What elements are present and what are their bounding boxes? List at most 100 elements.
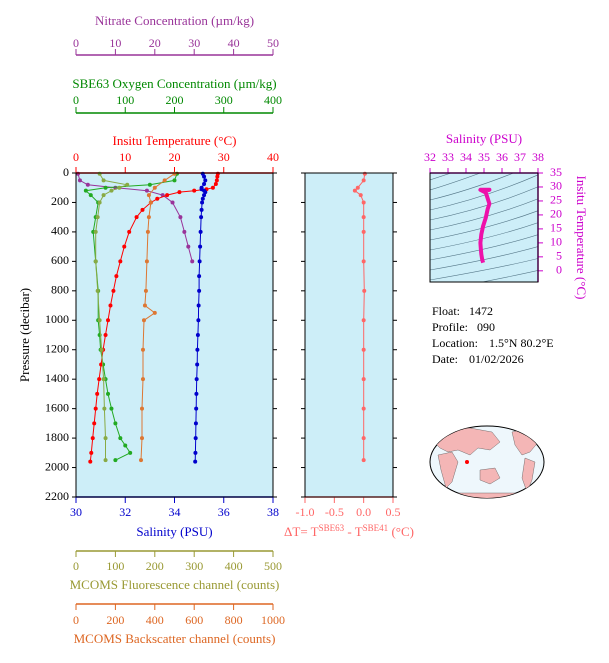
profile-point	[108, 303, 113, 308]
y-tick-label: 1400	[45, 371, 69, 385]
profile-point	[103, 458, 108, 463]
x-axis-title-part: SBE41	[363, 523, 389, 533]
y-tick-label: 800	[51, 283, 69, 297]
profile-point	[155, 196, 160, 201]
info-value: 1.5°N 80.2°E	[489, 336, 554, 350]
profile-point	[162, 178, 167, 183]
x-tick-label: 200	[106, 613, 124, 627]
x-tick-label: 10	[109, 36, 121, 50]
x-tick-label: 34	[169, 505, 181, 519]
profile-point	[200, 196, 205, 201]
profile-point	[193, 459, 198, 464]
x-tick-label: 30	[218, 150, 230, 164]
x-tick-label: 32	[119, 505, 131, 519]
plot-frame	[75, 172, 274, 498]
profile-point	[97, 171, 102, 176]
x-tick-label: 10	[119, 150, 131, 164]
profile-point	[122, 244, 127, 249]
profile-point	[361, 178, 366, 183]
chart-title: Salinity (PSU)	[446, 131, 522, 146]
profile-point	[88, 459, 93, 464]
info-value: 090	[477, 320, 495, 334]
x-axis-title: Insitu Temperature (°C)	[113, 133, 237, 148]
x-tick-label: 35	[478, 150, 490, 164]
plot-frame	[429, 172, 539, 283]
profile-point	[178, 215, 183, 220]
x-axis-title-part: SBE63	[319, 523, 345, 533]
profile-point	[210, 185, 215, 190]
profile-point	[118, 436, 123, 441]
profile-plot-background	[76, 173, 273, 497]
profile-point	[118, 259, 123, 264]
x-tick-label: 0	[73, 559, 79, 573]
profile-point	[93, 259, 98, 264]
x-tick-label: 400	[225, 559, 243, 573]
profile-point	[177, 190, 182, 195]
world-map	[429, 425, 545, 499]
profile-point	[90, 436, 95, 441]
profile-point	[193, 450, 198, 455]
profile-point	[194, 391, 199, 396]
profile-point	[93, 406, 98, 411]
profile-point	[172, 178, 177, 183]
profile-point	[194, 406, 199, 411]
y-axis-title: Insitu Temperature (°C)	[574, 176, 589, 300]
profile-point	[152, 185, 157, 190]
profile-point	[101, 178, 106, 183]
x-tick-label: 0.5	[386, 505, 401, 519]
x-tick-label: 37	[514, 150, 526, 164]
x-tick-label: 400	[264, 93, 282, 107]
x-tick-label: -0.5	[325, 505, 344, 519]
y-tick-label: 20	[550, 207, 562, 221]
profile-point	[148, 200, 153, 205]
profile-point	[139, 406, 144, 411]
profile-point	[93, 229, 98, 234]
y-tick-label: 10	[550, 235, 562, 249]
profile-point	[92, 421, 97, 426]
x-axis-title: SBE63 Oxygen Concentration (µm/kg)	[72, 76, 276, 91]
profile-point	[215, 174, 220, 179]
profile-point	[77, 178, 82, 183]
profile-point	[103, 436, 108, 441]
y-tick-label: 1200	[45, 341, 69, 355]
x-tick-label: 100	[116, 93, 134, 107]
y-tick-label: 0	[63, 165, 69, 179]
profile-point	[99, 347, 104, 352]
profile-point	[113, 458, 118, 463]
x-axis-title-part: ΔT= T	[284, 524, 319, 539]
profile-point	[139, 458, 144, 463]
profile-point	[146, 215, 151, 220]
delta-plot-background	[305, 173, 393, 497]
x-tick-label: -1.0	[296, 505, 315, 519]
x-tick-label: 800	[225, 613, 243, 627]
profile-point	[199, 215, 204, 220]
x-tick-label: 36	[496, 150, 508, 164]
x-tick-label: 200	[146, 559, 164, 573]
profile-point	[197, 259, 202, 264]
x-tick-label: 0	[73, 36, 79, 50]
y-tick-label: 600	[51, 253, 69, 267]
profile-point	[117, 185, 122, 190]
profile-point	[195, 347, 200, 352]
x-axis-title: MCOMS Fluorescence channel (counts)	[70, 577, 280, 592]
info-label: Float:	[432, 304, 460, 318]
y-tick-label: 5	[556, 249, 562, 263]
x-tick-label: 38	[532, 150, 544, 164]
profile-point	[95, 215, 100, 220]
x-tick-label: 100	[106, 559, 124, 573]
profile-point	[193, 421, 198, 426]
profile-point	[85, 182, 90, 187]
profile-point	[361, 229, 366, 234]
profile-point	[200, 200, 205, 205]
info-label: Date:	[432, 352, 458, 366]
profile-point	[361, 318, 366, 323]
profile-point	[361, 458, 366, 463]
profile-point	[147, 182, 152, 187]
y-tick-label: 1800	[45, 430, 69, 444]
profile-point	[102, 406, 107, 411]
y-tick-label: 0	[556, 263, 562, 277]
x-axis-title-part: (°C)	[388, 524, 414, 539]
profile-point	[182, 229, 187, 234]
x-tick-label: 40	[228, 36, 240, 50]
profile-point	[352, 188, 357, 193]
